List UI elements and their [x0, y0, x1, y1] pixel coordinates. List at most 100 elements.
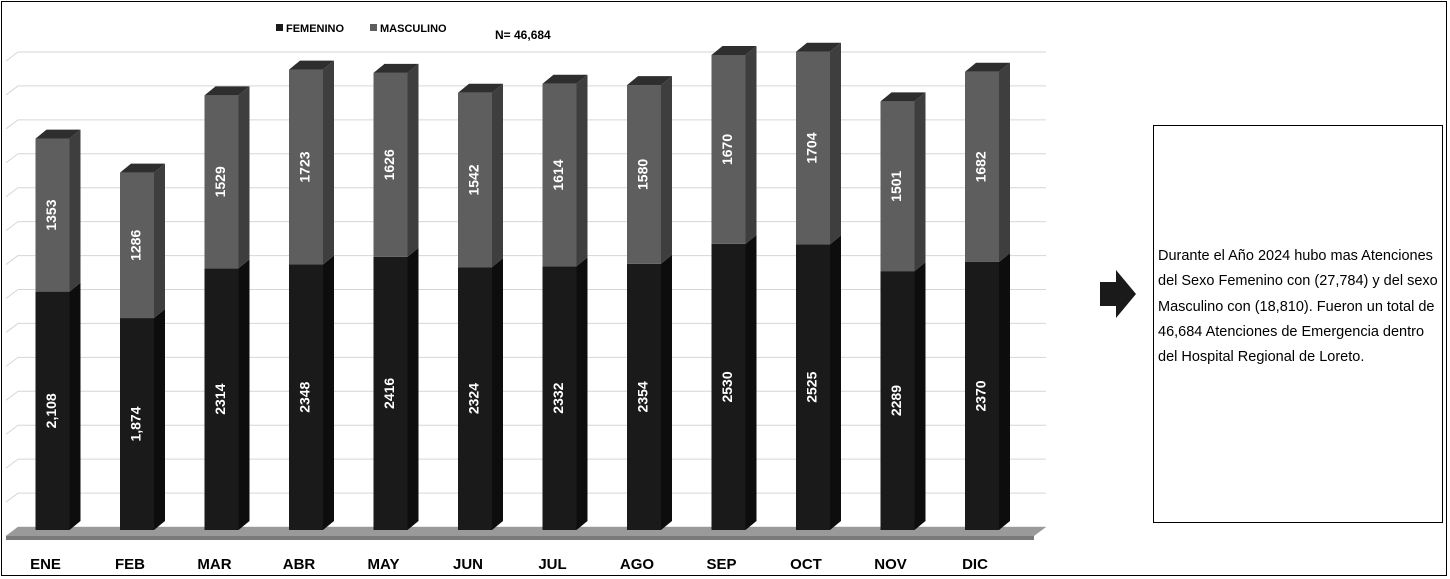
bar-masculino: [458, 92, 492, 268]
bar-top-cap: [458, 83, 503, 93]
bar-femenino-side: [154, 309, 165, 530]
legend-swatch-femenino: [276, 24, 283, 31]
right-arrow-icon: [1100, 270, 1136, 318]
bar-masculino-side: [745, 46, 757, 244]
bar-femenino-side: [69, 282, 81, 530]
bar-label-femenino: 2525: [804, 371, 820, 402]
x-tick-label: JUL: [538, 556, 566, 573]
bar-label-femenino: 2314: [212, 383, 228, 414]
x-tick-label: NOV: [874, 556, 907, 573]
gridline-diag: [5, 424, 19, 435]
summary-note-text: Durante el Año 2024 hubo mas Atenciones …: [1158, 248, 1438, 366]
bar-masculino: [204, 95, 239, 269]
bar-femenino: [965, 261, 999, 530]
bar-masculino-side: [407, 63, 419, 257]
bar-label-masculino: 1529: [212, 166, 228, 197]
bar-masculino-side: [238, 86, 250, 269]
bar-group-may: 2416 1626: [373, 63, 419, 530]
bar-label-femenino: 2416: [381, 378, 397, 409]
bar-top-cap: [289, 60, 334, 70]
x-tick-label: SEP: [706, 556, 736, 573]
x-tick-label: DIC: [962, 556, 988, 573]
bar-group-nov: 2289 1501: [880, 92, 926, 530]
bar-masculino: [289, 69, 323, 265]
gridline-diag: [5, 255, 19, 265]
bar-label-femenino: 2348: [297, 381, 313, 412]
legend-label-masculino: MASCULINO: [380, 23, 447, 35]
bar-femenino: [35, 291, 70, 530]
bar-label-masculino: 1353: [43, 199, 59, 230]
x-tick-label: MAY: [368, 556, 400, 573]
x-tick-label: AGO: [620, 556, 655, 573]
bar-top-cap: [880, 92, 926, 102]
bar-femenino: [627, 263, 661, 530]
total-annotation: N= 46,684: [495, 28, 551, 42]
gridline-diag: [5, 356, 19, 367]
bar-label-femenino: 2354: [635, 381, 651, 412]
gridline-diag: [5, 221, 19, 232]
floor-front: [6, 536, 1034, 540]
bar-femenino-side: [999, 252, 1010, 530]
bar-group-sep: 2530 1670: [711, 46, 757, 530]
bar-group-feb: 1,874 1286: [120, 163, 165, 530]
bar-label-femenino: 2370: [973, 380, 989, 411]
chart-floor: [6, 527, 1046, 540]
bar-top-cap: [120, 163, 165, 173]
bar-masculino-side: [69, 129, 81, 292]
bar-femenino: [458, 267, 492, 530]
bar-top-cap: [35, 129, 81, 139]
bar-masculino: [880, 101, 915, 272]
bar-femenino: [542, 266, 577, 530]
bar-femenino-side: [661, 254, 672, 530]
bar-masculino-side: [323, 60, 334, 265]
gridline-diag: [5, 323, 19, 333]
bar-femenino: [796, 244, 830, 531]
bar-masculino: [542, 83, 577, 267]
bar-top-cap: [627, 76, 672, 86]
x-tick-label: JUN: [453, 556, 483, 573]
x-axis-ticks: ENE FEB MAR ABR MAY JUN JUL AGO SEP OCT NOV DIC: [30, 556, 988, 573]
bar-femenino: [880, 271, 915, 530]
bar-label-masculino: 1723: [297, 151, 313, 182]
bar-label-masculino: 1286: [128, 230, 144, 261]
bar-top-cap: [373, 63, 419, 73]
bar-femenino-side: [323, 255, 334, 530]
chart-gridlines: [5, 51, 1046, 537]
bar-group-dic: 2370 1682: [965, 62, 1010, 530]
bar-label-masculino: 1542: [466, 164, 482, 195]
x-tick-label: FEB: [115, 556, 145, 573]
legend-label-femenino: FEMENINO: [286, 23, 345, 35]
bar-masculino-side: [914, 92, 926, 272]
bar-group-abr: 2348 1723: [289, 60, 334, 530]
bar-femenino: [204, 268, 239, 530]
gridline-diag: [5, 289, 19, 299]
bar-masculino: [35, 138, 70, 292]
bar-label-masculino: 1704: [804, 132, 820, 163]
bar-label-femenino: 2289: [888, 385, 904, 416]
bar-label-masculino: 1580: [635, 159, 651, 190]
bar-masculino: [120, 172, 154, 319]
bar-label-masculino: 1614: [550, 159, 566, 190]
bar-femenino-side: [830, 235, 841, 531]
bar-label-masculino: 1501: [888, 170, 904, 201]
bar-group-ene: 2,108 1353: [35, 129, 81, 530]
bar-femenino-side: [492, 258, 503, 530]
chart-legend: FEMENINO MASCULINO: [276, 23, 447, 35]
bar-masculino: [711, 55, 746, 244]
gridline-diag: [5, 85, 19, 96]
bar-femenino-side: [576, 257, 588, 530]
bar-masculino-side: [576, 74, 588, 267]
bar-group-ago: 2354 1580: [627, 76, 672, 530]
bar-label-femenino: 2,108: [43, 393, 59, 428]
bar-top-cap: [542, 74, 588, 84]
floor-top: [6, 527, 1046, 536]
x-tick-label: MAR: [197, 556, 231, 573]
bar-femenino: [711, 243, 746, 530]
bar-group-oct: 2525 1704: [796, 42, 841, 531]
bar-label-masculino: 1670: [719, 134, 735, 165]
summary-note-box: Durante el Año 2024 hubo mas Atenciones …: [1153, 125, 1443, 523]
bar-group-jul: 2332 1614: [542, 74, 588, 530]
bar-label-femenino: 1,874: [128, 406, 144, 441]
bar-femenino-side: [238, 259, 250, 530]
bar-femenino: [289, 264, 323, 530]
